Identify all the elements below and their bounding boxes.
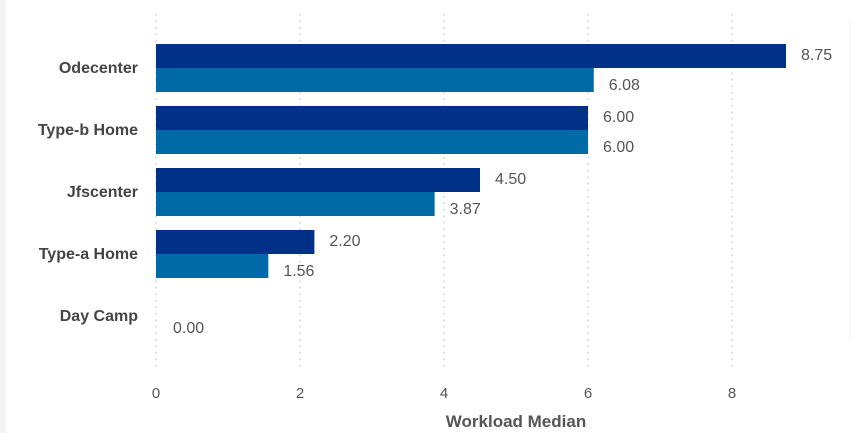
chart-panel: Odecenter Type-b Home Jfscenter Type-a Home…	[6, 0, 851, 433]
category-label: Day Camp	[60, 308, 138, 325]
bar	[156, 254, 269, 278]
bar	[156, 68, 594, 92]
value-labels: 8.75 6.08 6.00 6.00 4.50 3.87 2.20 1.56 0.00	[173, 47, 832, 337]
value-label: 6.00	[603, 109, 634, 126]
bar	[156, 168, 480, 192]
value-label: 6.00	[603, 139, 634, 156]
category-label: Jfscenter	[67, 184, 138, 201]
value-label: 0.00	[173, 320, 204, 337]
x-tick-label: 8	[728, 385, 736, 402]
x-tick-label: 2	[296, 385, 304, 402]
x-tick-label: 0	[152, 385, 160, 402]
x-tick-label: 6	[584, 385, 592, 402]
value-label: 3.87	[450, 201, 481, 218]
category-label: Type-a Home	[39, 246, 138, 263]
value-label: 1.56	[283, 263, 314, 280]
category-labels: Odecenter Type-b Home Jfscenter Type-a Home…	[38, 60, 138, 325]
bar	[156, 130, 588, 154]
value-label: 8.75	[801, 47, 832, 64]
x-tick-label: 4	[440, 385, 448, 402]
bars	[156, 44, 786, 278]
category-label: Odecenter	[59, 60, 138, 77]
bar	[156, 230, 315, 254]
bar	[156, 192, 435, 216]
bar	[156, 44, 786, 68]
value-label: 2.20	[329, 233, 360, 250]
x-axis-title: Workload Median	[446, 412, 586, 431]
x-tick-labels: 0 2 4 6 8	[152, 385, 736, 402]
bar-chart: Odecenter Type-b Home Jfscenter Type-a Home…	[38, 14, 851, 431]
value-label: 6.08	[609, 77, 640, 94]
category-label: Type-b Home	[38, 122, 138, 139]
value-label: 4.50	[495, 171, 526, 188]
bar	[156, 106, 588, 130]
